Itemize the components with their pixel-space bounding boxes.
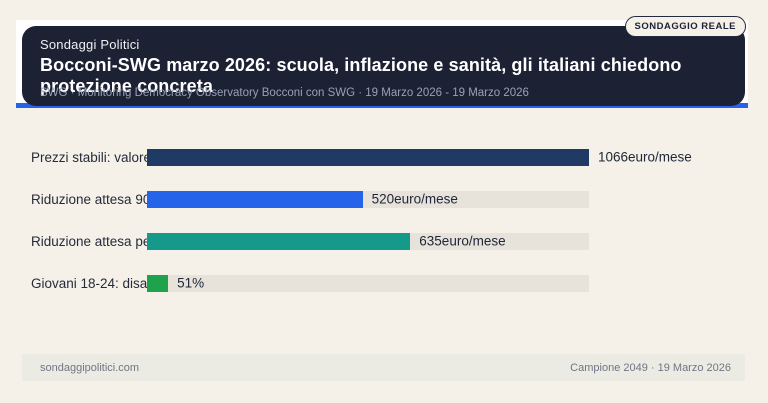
chart-row: Riduzione attesa per 635euro/mese [0, 220, 768, 262]
bar-category-label: Riduzione attesa 90- [31, 191, 147, 207]
bar [147, 148, 589, 166]
header-card: Sondaggi Politici Bocconi-SWG marzo 2026… [22, 26, 745, 106]
chart-row: Prezzi stabili: valore 1066euro/mese [0, 136, 768, 178]
bar [147, 274, 169, 292]
footer-site-link[interactable]: sondaggipolitici.com [40, 361, 140, 374]
bar-value-label: 1066euro/mese [598, 149, 692, 165]
bar-value-label: 635euro/mese [419, 233, 506, 249]
bar-value-label: 520euro/mese [371, 191, 458, 207]
chart-row: Riduzione attesa 90- 520euro/mese [0, 178, 768, 220]
chart-row: Giovani 18-24: disagi 51% [0, 262, 768, 304]
bar [147, 190, 363, 208]
page-title: Bocconi-SWG marzo 2026: scuola, inflazio… [40, 55, 682, 96]
header-subtitle: SWG · Monitoring Democracy Observatory B… [40, 87, 529, 99]
bar-track: 1066euro/mese [147, 148, 692, 166]
bar-track: 51% [147, 274, 589, 292]
brand-kicker: Sondaggi Politici [40, 37, 140, 52]
bar-category-label: Prezzi stabili: valore [31, 149, 147, 165]
status-badge: SONDAGGIO REALE [624, 16, 746, 37]
footer-bar: sondaggipolitici.com Campione 2049 · 19 … [22, 354, 745, 381]
bar-category-label: Giovani 18-24: disagi [31, 275, 147, 291]
bar [147, 232, 411, 250]
footer-sample-info: Campione 2049 · 19 Marzo 2026 [570, 361, 731, 374]
bar-track: 520euro/mese [147, 190, 589, 208]
bar-track: 635euro/mese [147, 232, 589, 250]
bar-value-label: 51% [177, 275, 205, 291]
bar-chart: Prezzi stabili: valore 1066euro/mese Rid… [0, 136, 768, 304]
bar-category-label: Riduzione attesa per [31, 233, 147, 249]
